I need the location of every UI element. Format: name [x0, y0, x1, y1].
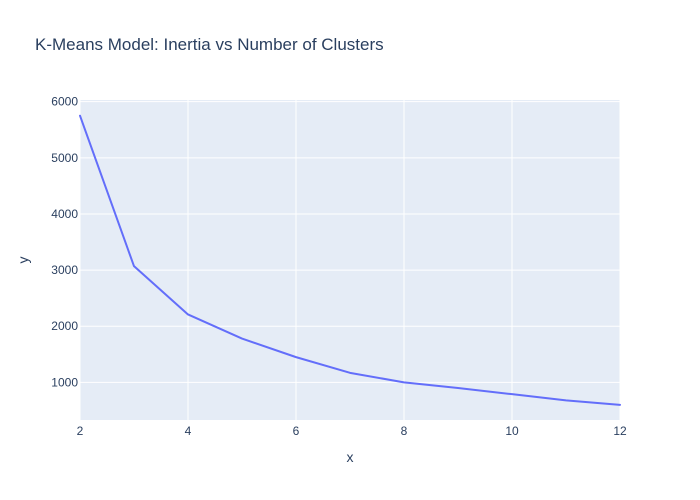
- series-layer: [77, 113, 623, 408]
- data-point: [293, 354, 299, 360]
- x-tick-label: 10: [505, 424, 519, 438]
- series-line-0: [79, 114, 621, 406]
- x-axis-title: x: [347, 449, 354, 465]
- x-tick-label: 12: [613, 424, 627, 438]
- x-tick-labels: 2 4 6 8 10 12: [77, 424, 627, 438]
- y-tick-label: 6000: [51, 95, 78, 109]
- x-tick-label: 2: [77, 424, 84, 438]
- y-tick-label: 3000: [51, 263, 78, 277]
- data-point: [509, 391, 515, 397]
- data-point: [239, 336, 245, 342]
- x-tick-label: 4: [185, 424, 192, 438]
- y-gridlines: [80, 101, 620, 383]
- data-point: [185, 311, 191, 317]
- y-tick-label: 4000: [51, 207, 78, 221]
- data-point: [77, 113, 83, 119]
- data-point: [131, 263, 137, 269]
- chart-title: K-Means Model: Inertia vs Number of Clus…: [35, 35, 384, 54]
- x-tick-label: 6: [293, 424, 300, 438]
- plot-area: [80, 100, 620, 420]
- y-tick-labels: 1000 2000 3000 4000 5000 6000: [51, 95, 78, 390]
- y-tick-label: 2000: [51, 319, 78, 333]
- x-gridlines: [79, 100, 621, 420]
- data-point: [347, 370, 353, 376]
- data-point: [401, 379, 407, 385]
- x-tick-label: 8: [401, 424, 408, 438]
- data-point: [455, 385, 461, 391]
- y-axis-title: y: [15, 257, 31, 264]
- y-tick-label: 5000: [51, 151, 78, 165]
- data-point: [617, 402, 623, 408]
- data-point: [563, 397, 569, 403]
- y-tick-label: 1000: [51, 375, 78, 389]
